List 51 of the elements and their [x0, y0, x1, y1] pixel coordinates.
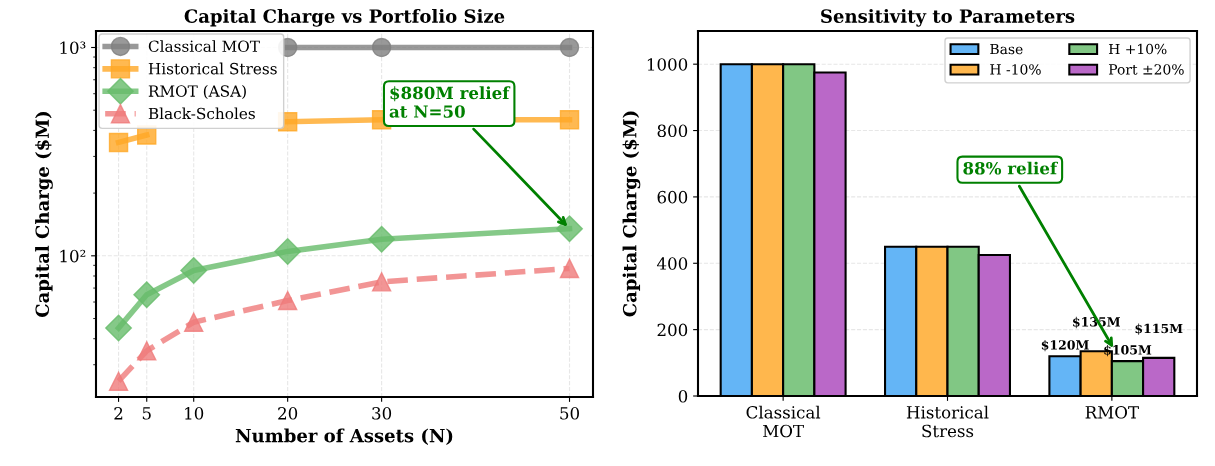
legend-label: Base: [990, 43, 1023, 55]
legend-label: H -10%: [990, 64, 1041, 75]
point: [183, 312, 204, 332]
point: [277, 290, 298, 311]
point: [559, 258, 580, 279]
point: [274, 237, 302, 265]
legend-label: Classical MOT: [148, 40, 260, 52]
x-tick-label: Historical Stress: [906, 405, 989, 438]
point: [371, 37, 392, 58]
y-tick-label: 10³: [60, 41, 86, 55]
x-tick-label: 5: [142, 407, 151, 420]
legend-label: Port ±20%: [1108, 64, 1184, 75]
legend-label: Black-Scholes: [148, 107, 255, 120]
point: [133, 281, 161, 309]
point: [108, 132, 129, 153]
legend-label: RMOT (ASA): [148, 85, 246, 100]
y-tick-label: 400: [656, 257, 688, 270]
point: [105, 314, 133, 342]
y-tick-label: 600: [657, 190, 688, 204]
chart-title: Sensitivity to Parameters: [821, 8, 1075, 27]
point: [180, 257, 208, 284]
point: [108, 371, 129, 391]
point: [137, 341, 157, 361]
data-label: $115M: [1135, 323, 1183, 335]
chart-title: Capital Charge vs Portfolio Size: [184, 8, 505, 27]
x-tick-label: 50: [560, 407, 580, 420]
annotation: $880M relief at N=50: [389, 86, 511, 118]
x-tick-label: 2: [114, 407, 123, 420]
x-axis-title: Number of Assets (N): [235, 428, 453, 445]
point: [556, 215, 583, 243]
y-tick-label: 10²: [60, 249, 86, 263]
y-tick-label: 200: [657, 323, 688, 337]
y-axis-title: Capital Charge ($M): [35, 111, 53, 317]
legend-label: H +10%: [1108, 43, 1167, 55]
annotation: 88% relief: [963, 161, 1059, 175]
point: [371, 272, 392, 292]
x-tick-label: 20: [278, 407, 298, 420]
data-label: $120M: [1041, 339, 1089, 352]
legend-label: Historical Stress: [148, 62, 277, 75]
x-tick-label: Classical MOT: [746, 405, 821, 438]
x-tick-label: 10: [185, 407, 204, 420]
x-tick-label: 30: [372, 407, 392, 420]
y-axis-title: Capital Charge ($M): [622, 111, 641, 317]
point: [368, 225, 396, 253]
point: [559, 110, 580, 130]
x-tick-label: RMOT: [1085, 406, 1139, 419]
y-tick-label: 0: [678, 389, 688, 403]
data-label: $105M: [1104, 344, 1152, 357]
point: [559, 37, 580, 58]
y-tick-label: 800: [657, 124, 688, 138]
y-tick-label: 1000: [647, 58, 688, 71]
